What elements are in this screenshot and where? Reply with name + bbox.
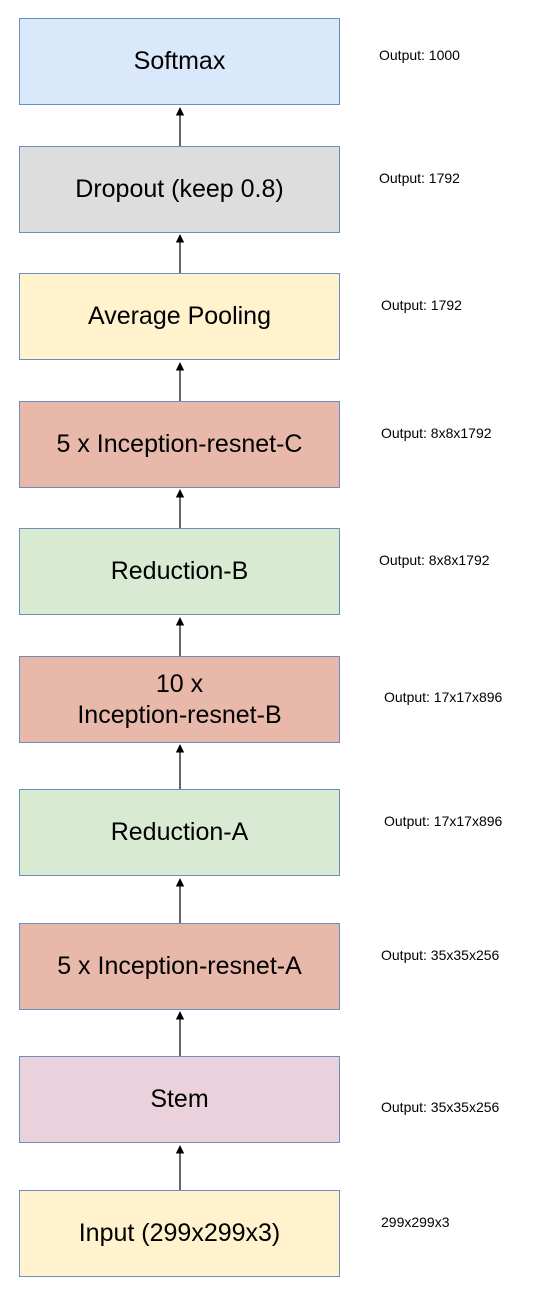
block-inception-resnet-a: 5 x Inception-resnet-A <box>19 923 340 1010</box>
block-inception-resnet-b: 10 x Inception-resnet-B <box>19 656 340 743</box>
block-inception-resnet-c: 5 x Inception-resnet-C <box>19 401 340 488</box>
note-inception-b-output: Output: 17x17x896 <box>384 689 503 705</box>
note-inception-a-output: Output: 35x35x256 <box>381 947 500 963</box>
block-reduction-a: Reduction-A <box>19 789 340 876</box>
block-softmax: Softmax <box>19 18 340 105</box>
note-input-shape: 299x299x3 <box>381 1214 450 1230</box>
note-reduction-a-output: Output: 17x17x896 <box>384 813 503 829</box>
block-dropout: Dropout (keep 0.8) <box>19 146 340 233</box>
block-reduction-b: Reduction-B <box>19 528 340 615</box>
block-average-pooling: Average Pooling <box>19 273 340 360</box>
note-inception-c-output: Output: 8x8x1792 <box>381 425 492 441</box>
note-stem-output: Output: 35x35x256 <box>381 1099 500 1115</box>
note-dropout-output: Output: 1792 <box>379 170 460 186</box>
note-reduction-b-output: Output: 8x8x1792 <box>379 552 490 568</box>
note-avgpool-output: Output: 1792 <box>381 297 462 313</box>
note-softmax-output: Output: 1000 <box>379 47 460 63</box>
block-input: Input (299x299x3) <box>19 1190 340 1277</box>
block-stem: Stem <box>19 1056 340 1143</box>
